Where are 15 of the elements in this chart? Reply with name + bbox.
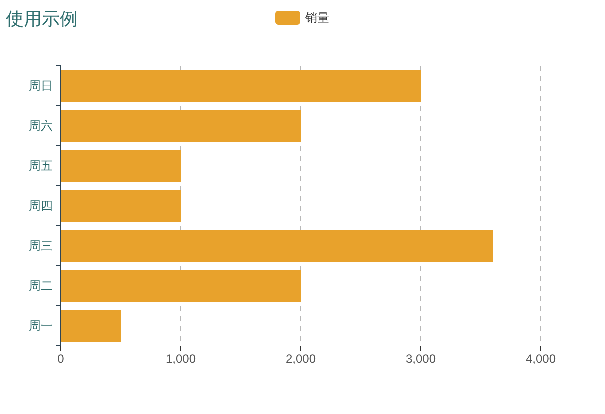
ytick-label: 周六	[29, 119, 53, 133]
ytick-label: 周一	[29, 319, 53, 333]
xtick-label: 4,000	[526, 352, 556, 366]
title: 使用示例	[6, 9, 78, 29]
ytick-label: 周四	[29, 199, 53, 213]
xtick-label: 1,000	[166, 352, 196, 366]
ytick-label: 周日	[29, 79, 53, 93]
xtick-label: 2,000	[286, 352, 316, 366]
ytick-label: 周五	[29, 159, 53, 173]
ytick-label: 周三	[29, 239, 53, 253]
legend-label: 销量	[304, 11, 330, 25]
xtick-label: 3,000	[406, 352, 436, 366]
ytick-label: 周二	[29, 279, 53, 293]
xtick-label: 0	[58, 352, 64, 366]
legend: 销量	[276, 11, 330, 25]
